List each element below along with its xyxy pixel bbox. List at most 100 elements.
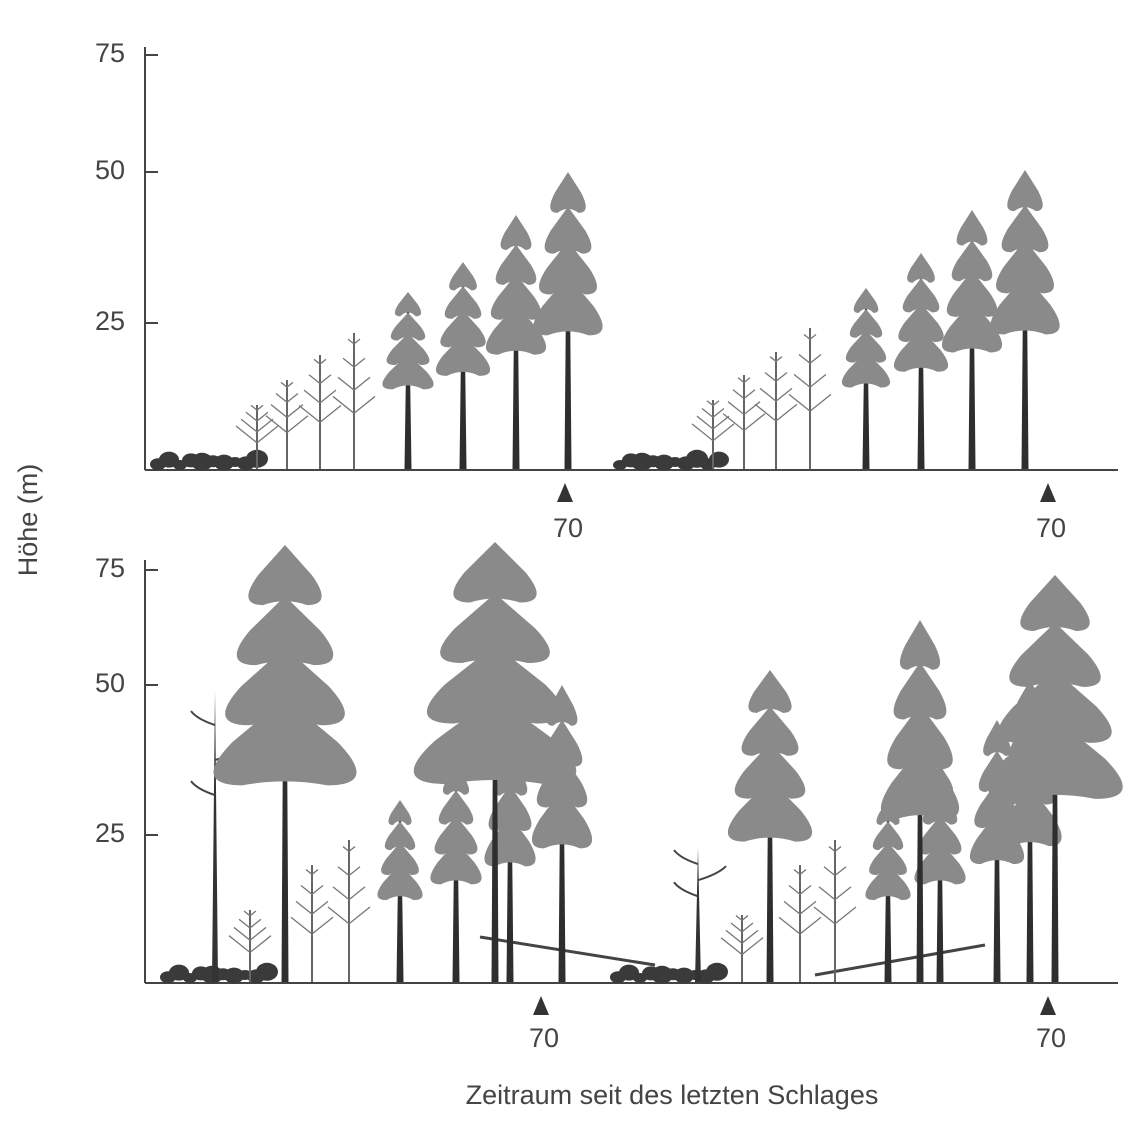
sapling-branch	[250, 404, 264, 411]
tree-crown	[996, 239, 1054, 294]
tree-crown	[853, 288, 879, 313]
shrub	[674, 967, 694, 984]
x-axis-label: Zeitraum seit des letzten Schlages	[466, 1080, 879, 1110]
sapling-branch	[342, 846, 356, 853]
marker-label: 70	[529, 1023, 559, 1053]
sapling-branch	[332, 395, 376, 415]
tree-crown	[907, 253, 935, 283]
sapling-branch	[778, 916, 822, 935]
sapling-branch	[337, 866, 361, 877]
tree-crown	[453, 542, 537, 603]
sapling-branch	[798, 353, 822, 365]
tree-crown	[1001, 204, 1049, 253]
marker-label: 70	[553, 513, 583, 543]
shrub	[256, 962, 278, 981]
sapling-branch	[788, 393, 832, 413]
sapling-branch	[793, 373, 827, 389]
shrub	[224, 967, 244, 984]
tree-crown	[381, 842, 419, 876]
sapling-branch	[727, 401, 761, 416]
sapling-branch	[347, 338, 361, 345]
tree-crown	[1020, 575, 1090, 631]
sapling-branch	[305, 869, 319, 876]
tree-crown	[440, 310, 486, 348]
y-axis-label: Höhe (m)	[13, 464, 43, 577]
sapling-branch	[228, 935, 272, 954]
sapling-branch	[290, 916, 334, 935]
sapling-branch	[769, 356, 783, 363]
sapling-branch	[240, 418, 274, 433]
y-tick-label: 75	[95, 553, 125, 583]
tree-crown	[248, 545, 322, 606]
tree-crown	[880, 746, 960, 820]
dead-branch	[673, 849, 699, 866]
sapling-branch	[735, 915, 749, 922]
tree-crown	[485, 304, 547, 355]
tree-crown	[899, 620, 941, 670]
tree-crown	[426, 644, 564, 724]
sapling-branch	[337, 376, 371, 391]
tree-crown	[413, 696, 577, 784]
tree-crown	[388, 800, 412, 826]
tree-crown	[500, 215, 532, 250]
tree-crown	[430, 841, 482, 885]
tree-crown	[946, 270, 998, 317]
tree-crown	[225, 647, 345, 726]
sapling-branch	[730, 922, 754, 933]
tree-crown	[969, 811, 1025, 865]
shrub	[706, 962, 728, 981]
tree-trunk	[884, 812, 892, 982]
tree-crown	[434, 815, 478, 855]
tree-crown	[490, 274, 542, 320]
sapling-branch	[270, 404, 304, 419]
sapling-branch	[245, 411, 269, 422]
tree-crown	[898, 303, 944, 343]
tree-crown	[440, 593, 550, 663]
tree-crown	[533, 276, 603, 336]
sapling-branch	[275, 392, 299, 404]
fallen-log	[814, 943, 986, 977]
marker-triangle	[1040, 996, 1056, 1015]
tree-crown	[382, 354, 434, 390]
sapling-branch	[243, 910, 257, 917]
sapling-branch	[298, 404, 342, 424]
sapling-branch	[235, 425, 279, 444]
sapling-branch	[737, 377, 751, 384]
sapling-branch	[803, 333, 817, 341]
tree-crown	[544, 206, 592, 254]
sapling-branch	[793, 869, 807, 876]
sapling-branch	[701, 407, 725, 419]
sapling-branch	[342, 357, 366, 368]
sapling-branch	[788, 884, 812, 896]
sapling-branch	[732, 389, 756, 400]
marker-triangle	[1040, 483, 1056, 502]
y-tick-label: 25	[95, 818, 125, 848]
tree-crown	[918, 815, 962, 855]
tree-crown	[987, 717, 1123, 799]
sapling-branch	[720, 937, 764, 956]
tree-crown	[869, 842, 907, 876]
sapling-branch	[818, 886, 852, 901]
tree-crown	[849, 309, 883, 338]
fallen-log	[479, 935, 656, 967]
tree-crown	[956, 210, 988, 246]
tree-crown	[914, 841, 966, 885]
sapling-branch	[764, 371, 788, 383]
sapling-branch	[706, 400, 720, 407]
sapling-branch	[754, 403, 798, 422]
tree-crown	[495, 244, 537, 285]
tree-crown	[1009, 622, 1101, 687]
tree-crown	[902, 278, 940, 313]
dead-branch	[697, 865, 727, 882]
y-tick-label: 50	[95, 668, 125, 698]
tree-crown	[1007, 170, 1043, 212]
tree-crown	[872, 821, 904, 851]
tree-crown	[990, 274, 1060, 335]
tree-crown	[488, 785, 532, 832]
tree-trunk	[862, 300, 870, 469]
shrub	[654, 454, 674, 471]
tree-trunk	[404, 304, 412, 469]
tree-crown	[998, 785, 1062, 847]
tree-crown	[539, 241, 597, 295]
